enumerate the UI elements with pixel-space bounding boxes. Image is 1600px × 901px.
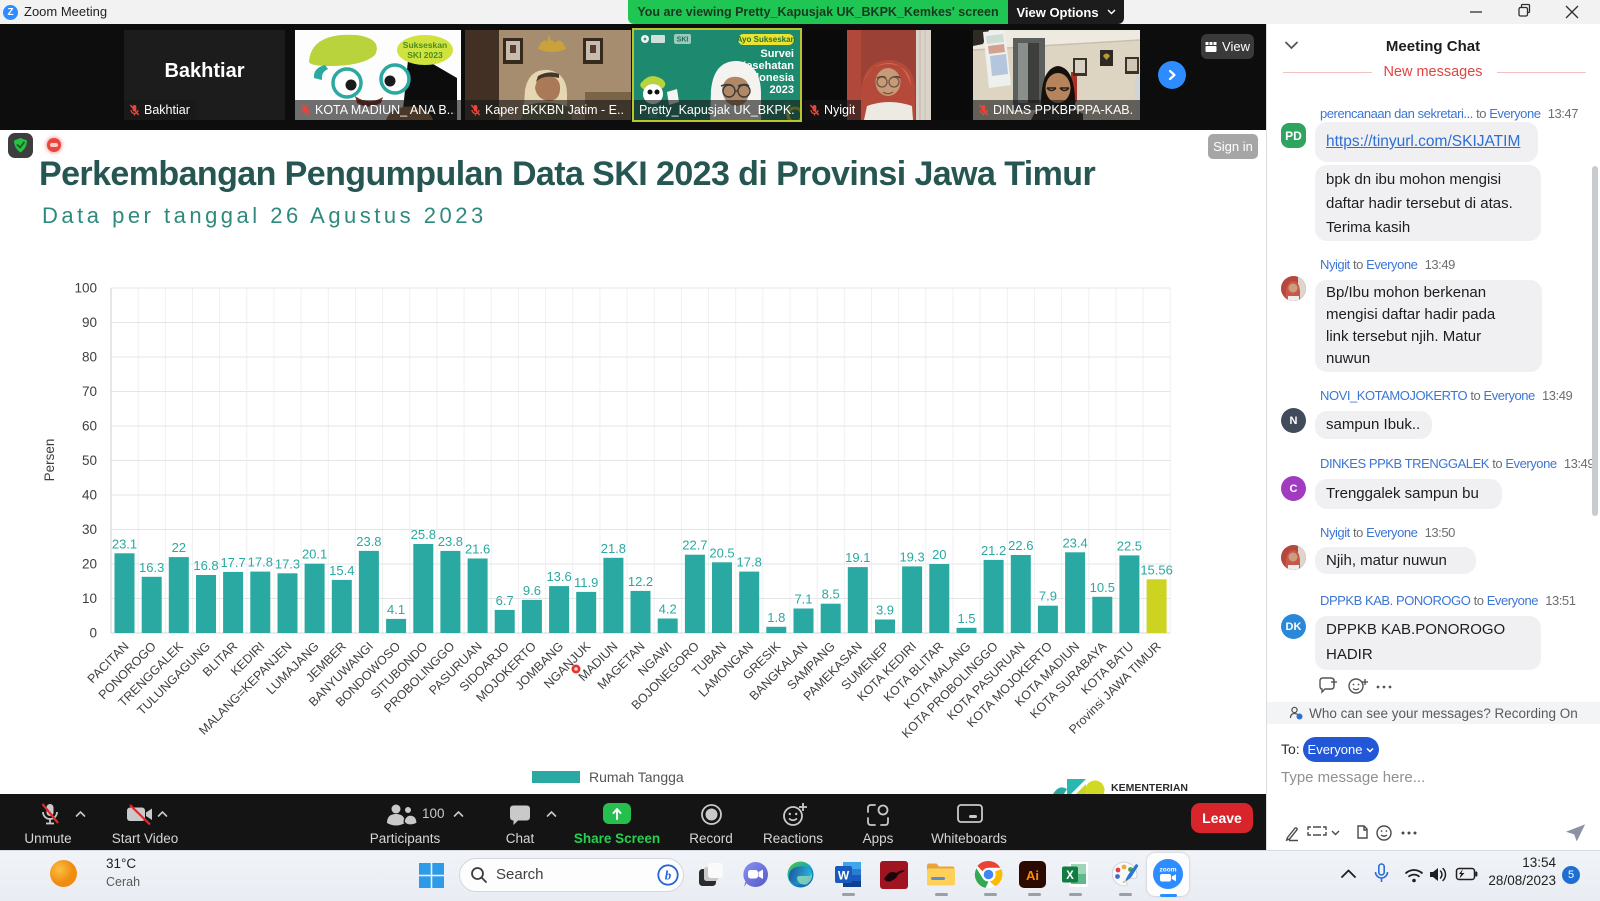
svg-text:17.8: 17.8	[248, 555, 273, 570]
svg-text:17.8: 17.8	[737, 555, 762, 570]
svg-text:21.6: 21.6	[465, 542, 490, 557]
svg-text:Ai: Ai	[1026, 868, 1039, 883]
svg-text:30: 30	[82, 522, 97, 537]
svg-text:Rumah Tangga: Rumah Tangga	[589, 769, 684, 785]
svg-text:1.8: 1.8	[767, 610, 785, 625]
svg-text:2023: 2023	[770, 84, 794, 96]
svg-text:b: b	[665, 868, 672, 883]
svg-text:17.3: 17.3	[275, 556, 300, 571]
svg-text:21.8: 21.8	[601, 541, 626, 556]
svg-text:23.8: 23.8	[438, 534, 463, 549]
svg-text:50: 50	[82, 453, 97, 468]
svg-text:23.8: 23.8	[356, 534, 381, 549]
svg-text:13.6: 13.6	[546, 569, 571, 584]
svg-text:4.2: 4.2	[659, 602, 677, 617]
svg-text:25.8: 25.8	[411, 527, 436, 542]
svg-text:W: W	[838, 869, 850, 883]
svg-text:16.8: 16.8	[193, 558, 218, 573]
svg-text:8.5: 8.5	[822, 587, 840, 602]
svg-text:23.1: 23.1	[112, 536, 137, 551]
svg-text:15.56: 15.56	[1140, 562, 1173, 577]
svg-text:22.7: 22.7	[682, 538, 707, 553]
svg-text:90: 90	[82, 315, 97, 330]
svg-text:SKI 2023: SKI 2023	[407, 50, 443, 60]
svg-text:20: 20	[82, 557, 97, 572]
svg-text:Ayo Sukseskan: Ayo Sukseskan	[737, 35, 796, 44]
svg-text:3.9: 3.9	[876, 603, 894, 618]
svg-text:40: 40	[82, 488, 97, 503]
svg-text:zoom: zoom	[1160, 867, 1177, 874]
svg-text:16.3: 16.3	[139, 560, 164, 575]
svg-text:X: X	[1066, 870, 1074, 882]
svg-text:9.6: 9.6	[523, 583, 541, 598]
svg-text:19.1: 19.1	[845, 550, 870, 565]
svg-text:Persen: Persen	[42, 439, 57, 482]
svg-text:0: 0	[89, 626, 97, 641]
svg-text:23.4: 23.4	[1062, 535, 1087, 550]
svg-text:11.9: 11.9	[574, 575, 598, 590]
svg-text:100: 100	[74, 281, 97, 296]
svg-text:12.2: 12.2	[628, 574, 653, 589]
svg-text:70: 70	[82, 384, 97, 399]
svg-text:7.1: 7.1	[794, 592, 812, 607]
svg-text:SKI: SKI	[677, 37, 689, 44]
svg-text:20.1: 20.1	[302, 547, 327, 562]
svg-text:21.2: 21.2	[981, 543, 1006, 558]
svg-text:1.5: 1.5	[957, 611, 975, 626]
svg-text:KEMENTERIAN: KEMENTERIAN	[1111, 782, 1188, 794]
svg-text:60: 60	[82, 419, 97, 434]
svg-text:6.7: 6.7	[496, 593, 514, 608]
svg-text:4.1: 4.1	[387, 602, 405, 617]
svg-text:7.9: 7.9	[1039, 589, 1057, 604]
svg-text:22: 22	[172, 540, 186, 555]
svg-text:17.7: 17.7	[220, 555, 245, 570]
svg-text:20.5: 20.5	[709, 545, 734, 560]
svg-text:15.4: 15.4	[329, 563, 354, 578]
svg-text:20: 20	[932, 547, 946, 562]
svg-text:80: 80	[82, 350, 97, 365]
svg-text:10: 10	[82, 591, 97, 606]
svg-text:Sukseskan: Sukseskan	[403, 40, 447, 50]
svg-text:Survei: Survei	[760, 48, 794, 60]
svg-text:19.3: 19.3	[899, 549, 924, 564]
svg-text:22.6: 22.6	[1008, 538, 1033, 553]
svg-text:22.5: 22.5	[1117, 538, 1142, 553]
svg-text:10.5: 10.5	[1090, 580, 1115, 595]
